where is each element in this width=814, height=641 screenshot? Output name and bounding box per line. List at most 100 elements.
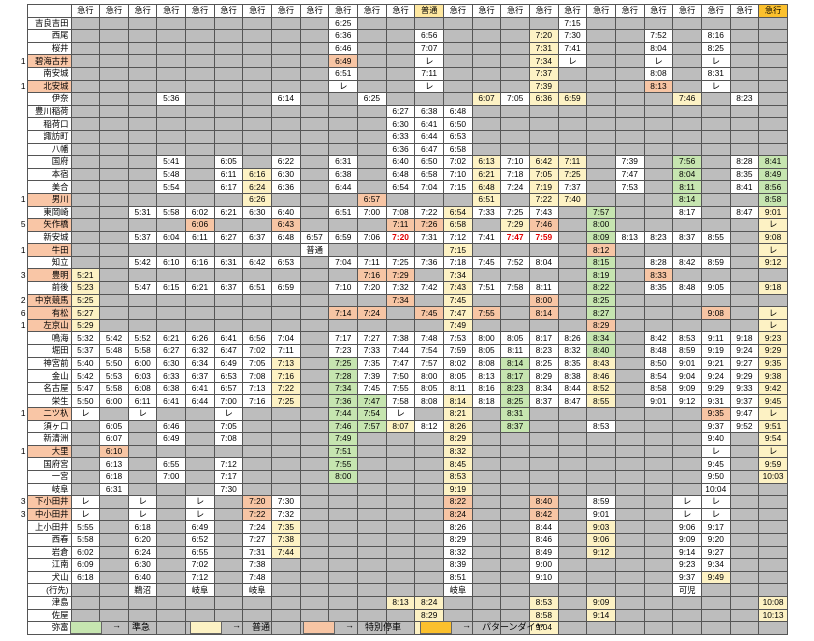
time-cell: 7:36 (328, 394, 359, 408)
time-cell: 6:16 (185, 255, 215, 270)
time-cell (156, 444, 187, 459)
time-cell: 7:47 (385, 356, 416, 371)
station-name: 鳴海 (26, 331, 72, 346)
train-type-header: 急行 (729, 4, 760, 18)
time-cell (614, 356, 645, 371)
time-cell: 6:57 (299, 230, 330, 245)
time-cell (586, 583, 616, 597)
time-cell: 6:48 (443, 104, 473, 119)
time-cell (357, 180, 387, 194)
station-row: 国府宮 6:13 6:55 7:12 7:55 8:45 9:45 9:59 (4, 457, 788, 471)
station-row: 岐阜 6:31 7:30 9:19 10:04 (4, 482, 788, 497)
time-cell: 8:33 (643, 268, 674, 283)
station-name: 須ヶ口 (26, 419, 72, 434)
time-cell (357, 595, 387, 610)
time-cell (328, 558, 359, 572)
time-cell: 7:12 (213, 457, 244, 471)
time-cell (614, 469, 645, 484)
time-cell: 7:25 (271, 394, 301, 408)
time-cell (357, 218, 387, 232)
time-cell (357, 16, 387, 31)
station-row: 吉良吉田 6:25 7:15 (4, 16, 788, 31)
time-cell (70, 255, 101, 270)
time-cell: 8:00 (471, 331, 502, 346)
time-cell (299, 255, 330, 270)
time-cell (127, 16, 158, 31)
time-cell (729, 281, 760, 295)
time-cell (614, 243, 645, 257)
time-cell (242, 457, 273, 471)
time-cell (385, 41, 416, 56)
time-cell (185, 79, 215, 94)
time-cell: 9:01 (586, 507, 616, 522)
time-cell (557, 268, 588, 283)
time-cell (471, 407, 502, 421)
time-cell: 10:04 (700, 482, 731, 497)
time-cell: 6:02 (185, 205, 215, 220)
time-cell (156, 532, 187, 547)
time-cell (414, 482, 445, 497)
time-cell (156, 482, 187, 497)
time-cell (357, 558, 387, 572)
stop-count (4, 457, 28, 471)
time-cell: 8:02 (443, 356, 473, 371)
time-cell: 6:54 (385, 180, 416, 194)
time-cell: 8:27 (586, 306, 616, 320)
time-cell (557, 407, 588, 421)
time-cell (328, 570, 359, 585)
stop-count (4, 168, 28, 181)
time-cell: 8:24 (443, 507, 473, 522)
time-cell: 7:00 (213, 394, 244, 408)
station-name: 犬山 (26, 570, 72, 585)
time-cell (156, 293, 187, 308)
time-cell: 8:37 (500, 419, 530, 434)
time-cell (614, 482, 645, 497)
time-cell (529, 432, 559, 446)
time-cell (271, 570, 301, 585)
time-cell: 5:48 (99, 344, 129, 358)
time-cell (729, 268, 760, 283)
time-cell (271, 318, 301, 333)
time-cell (99, 583, 129, 597)
station-name: 二ツ杁 (26, 407, 72, 421)
time-cell: 8:22 (586, 281, 616, 295)
station-row: 新安城 5:37 6:04 6:11 6:27 6:37 6:48 6:57 6:59 7:06 7… (4, 230, 788, 245)
time-cell: 8:32 (443, 444, 473, 459)
time-cell: 6:36 (385, 142, 416, 157)
time-cell (500, 570, 530, 585)
time-cell: 8:29 (443, 532, 473, 547)
time-cell: 9:59 (758, 457, 788, 471)
time-cell (557, 570, 588, 585)
time-cell (672, 79, 702, 94)
time-cell (328, 293, 359, 308)
stop-count (4, 357, 28, 370)
time-cell: 8:00 (586, 218, 616, 232)
time-cell: 9:23 (672, 558, 702, 572)
time-cell (242, 155, 273, 169)
time-cell (529, 129, 559, 144)
time-cell: 7:45 (357, 381, 387, 396)
time-cell: 6:16 (242, 167, 273, 182)
time-cell: 7:16 (271, 369, 301, 383)
train-type-header: 急行 (127, 4, 158, 18)
time-cell: 5:50 (70, 394, 101, 408)
time-cell: 8:08 (643, 66, 674, 81)
time-cell (557, 79, 588, 94)
time-cell: 7:25 (385, 255, 416, 270)
time-cell (70, 66, 101, 81)
time-cell (500, 457, 530, 471)
train-type-header: 急行 (242, 4, 273, 18)
stop-count (4, 382, 28, 395)
time-cell: 8:58 (529, 608, 559, 623)
station-row: 岩倉 6:02 6:24 6:55 7:31 7:44 8:32 8:49 9:12 9:14 9:… (4, 545, 788, 560)
time-cell: 6:55 (156, 457, 187, 471)
time-cell (700, 243, 731, 257)
time-cell: 6:03 (127, 369, 158, 383)
time-cell: 9:33 (729, 381, 760, 396)
time-cell (99, 117, 129, 131)
time-cell (729, 621, 760, 635)
train-type-header: 急行 (357, 4, 387, 18)
time-cell: 6:14 (271, 92, 301, 106)
station-name: 西尾 (26, 29, 72, 43)
time-cell (614, 117, 645, 131)
